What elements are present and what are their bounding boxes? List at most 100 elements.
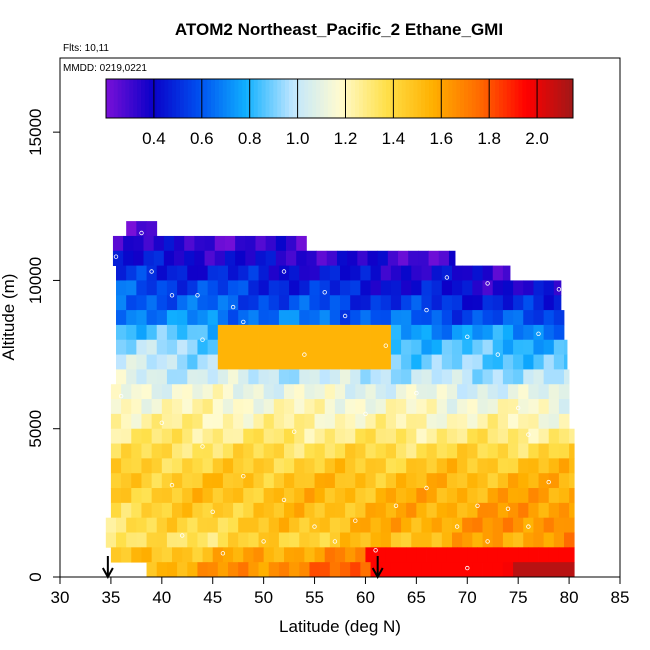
- heatmap-cell: [309, 295, 321, 311]
- heatmap-cell: [126, 310, 137, 326]
- heatmap-cell: [365, 384, 377, 400]
- colorbar-swatch: [316, 79, 321, 118]
- heatmap-cell: [538, 488, 550, 504]
- heatmap-cell: [360, 339, 371, 355]
- heatmap-cell: [253, 547, 265, 563]
- heatmap-cell: [370, 339, 382, 355]
- heatmap-cell: [202, 384, 214, 400]
- heatmap-cell: [177, 339, 188, 355]
- heatmap-cell: [166, 517, 178, 533]
- heatmap-cell: [299, 339, 310, 355]
- heatmap-cell: [523, 324, 534, 341]
- heatmap-cell: [441, 339, 453, 355]
- heatmap-cell: [304, 547, 315, 563]
- heatmap-cell: [187, 517, 198, 533]
- heatmap-cell: [182, 473, 193, 489]
- heatmap-cell: [401, 295, 412, 311]
- heatmap-cell: [146, 532, 158, 548]
- heatmap-cell: [350, 339, 361, 355]
- heatmap-cell: [548, 488, 560, 504]
- heatmap-cell: [431, 532, 443, 548]
- heatmap-cell: [569, 488, 575, 504]
- heatmap-cell: [268, 280, 280, 296]
- sample-point: [383, 343, 388, 348]
- heatmap-cell: [329, 339, 341, 355]
- heatmap-cell: [340, 265, 351, 281]
- heatmap-cell: [273, 488, 285, 504]
- heatmap-cell: [543, 295, 555, 311]
- colorbar-swatch: [269, 79, 274, 118]
- heatmap-cell: [233, 399, 244, 415]
- heatmap-cell: [523, 310, 534, 326]
- heatmap-cell: [553, 354, 565, 370]
- colorbar-swatch: [374, 79, 379, 118]
- heatmap-cell: [436, 413, 448, 430]
- heatmap-cell: [156, 295, 168, 311]
- sample-point: [424, 307, 429, 313]
- heatmap-cell: [406, 458, 417, 474]
- heatmap-cell: [238, 562, 249, 577]
- heatmap-cell: [334, 384, 346, 400]
- heatmap-cell: [396, 428, 407, 444]
- heatmap-cell: [319, 339, 331, 355]
- heatmap-cell: [508, 502, 519, 519]
- heatmap-cell: [121, 413, 132, 430]
- heatmap-cell: [350, 532, 361, 548]
- heatmap-cell: [340, 339, 351, 355]
- heatmap-cell: [426, 399, 438, 415]
- heatmap-cell: [528, 413, 539, 430]
- heatmap-cell: [467, 399, 478, 415]
- heatmap-cell: [436, 428, 448, 444]
- heatmap-cell: [462, 339, 473, 355]
- heatmap-cell: [513, 280, 524, 296]
- heatmap-cell: [238, 310, 249, 326]
- colorbar-swatch: [499, 79, 504, 118]
- heatmap-cell: [105, 532, 117, 548]
- heatmap-cell: [360, 517, 371, 533]
- heatmap-cell: [513, 324, 524, 341]
- heatmap-cell: [401, 339, 412, 355]
- heatmap-cell: [273, 502, 285, 519]
- sample-point: [241, 319, 246, 325]
- heatmap-cell: [411, 310, 422, 326]
- colorbar-swatch: [253, 79, 259, 118]
- heatmap-cell: [309, 532, 321, 548]
- heatmap-cell: [380, 354, 392, 370]
- heatmap-cell: [172, 547, 183, 563]
- colorbar-swatch: [382, 79, 387, 118]
- heatmap-cell: [233, 384, 244, 400]
- heatmap-cell: [523, 339, 534, 355]
- colorbar-tick-label: 1.8: [477, 129, 501, 148]
- heatmap-cell: [207, 310, 219, 326]
- heatmap-cell: [309, 310, 321, 326]
- heatmap-cell: [248, 280, 259, 296]
- sample-point: [353, 518, 358, 523]
- heatmap-cell: [472, 280, 483, 296]
- heatmap-cell: [284, 458, 295, 474]
- heatmap-cell: [350, 310, 361, 326]
- heatmap-cell: [462, 354, 473, 370]
- heatmap-cell: [192, 547, 203, 563]
- heatmap-cell: [294, 547, 305, 563]
- heatmap-cell: [441, 265, 453, 281]
- heatmap-cell: [426, 502, 438, 519]
- heatmap-cell: [421, 265, 433, 281]
- heatmap-cell: [380, 280, 392, 296]
- heatmap-cell: [462, 265, 473, 281]
- heatmap-cell: [380, 310, 392, 326]
- heatmap-cell: [197, 562, 209, 577]
- heatmap-cell: [263, 443, 275, 459]
- heatmap-cell: [345, 488, 356, 504]
- heatmap-cell: [238, 324, 249, 341]
- heatmap-cell: [161, 458, 173, 474]
- heatmap-cell: [380, 532, 392, 548]
- heatmap-cell: [151, 413, 163, 430]
- heatmap-cell: [375, 547, 387, 563]
- heatmap-cell: [492, 265, 504, 281]
- heatmap-cell: [243, 473, 254, 489]
- heatmap-cell: [334, 502, 346, 519]
- heatmap-cell: [396, 502, 407, 519]
- heatmap-cell: [202, 458, 214, 474]
- heatmap-cell: [258, 517, 270, 533]
- heatmap-cell: [355, 413, 366, 430]
